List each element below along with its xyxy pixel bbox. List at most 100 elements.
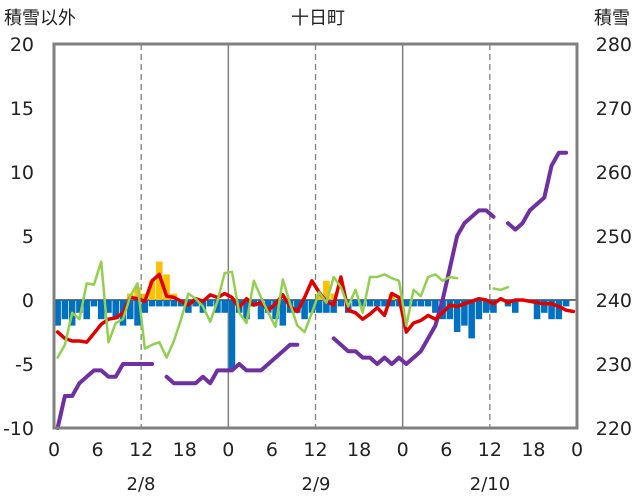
snowfall-bar	[141, 300, 149, 313]
precip-bar	[315, 293, 323, 300]
snowfall-bar	[192, 300, 199, 307]
snowfall-bar	[90, 300, 98, 307]
left-axis-label: 積雪以外	[4, 8, 76, 29]
snowfall-bar	[228, 300, 236, 371]
snowfall-bar	[373, 300, 381, 307]
precip_change-line	[56, 260, 459, 359]
snowfall-bar	[265, 300, 272, 313]
precip-bar	[163, 274, 170, 300]
x-tick-label: 18	[347, 439, 371, 461]
snow_depth-line	[331, 208, 496, 366]
snowfall-bar	[294, 300, 301, 313]
snowfall-bar	[308, 300, 316, 313]
precip-bar	[330, 293, 337, 300]
snowfall-bar	[403, 300, 410, 307]
snowfall-bar	[337, 300, 345, 307]
snowfall-bar	[206, 300, 214, 307]
snow_depth-line	[164, 342, 300, 386]
snowfall-bar	[134, 300, 141, 326]
snowfall-bar	[163, 300, 170, 307]
snowfall-bar	[359, 300, 366, 307]
right-axis-label: 積雪	[594, 8, 630, 29]
snowfall-bar	[424, 300, 432, 307]
right-tick-label: 230	[596, 354, 632, 376]
left-tick-label: 0	[22, 290, 34, 312]
snowfall-bar	[475, 300, 483, 320]
right-tick-label: 250	[596, 226, 632, 248]
snowfall-bar	[388, 300, 396, 307]
snowfall-bar	[366, 300, 374, 307]
day-label-2-9: 2/9	[302, 474, 331, 495]
precip-bar	[156, 261, 163, 300]
x-tick-label: 6	[266, 439, 278, 461]
x-tick-label: 18	[521, 439, 545, 461]
precip-bar	[148, 280, 156, 300]
snowfall-bar	[112, 300, 120, 320]
day-label-2-8: 2/8	[127, 474, 156, 495]
snowfall-bar	[461, 300, 468, 326]
snowfall-bar	[156, 300, 163, 307]
snowfall-bar	[97, 300, 105, 320]
x-tick-label: 0	[48, 439, 60, 461]
x-tick-label: 6	[92, 439, 104, 461]
snowfall-bar	[511, 300, 519, 313]
snowfall-bar	[417, 300, 425, 307]
snowfall-bar	[533, 300, 541, 320]
snowfall-bar	[221, 300, 228, 313]
right-tick-label: 240	[596, 290, 632, 312]
precip_change-line	[492, 285, 510, 292]
right-tick-label: 220	[596, 418, 632, 440]
snowfall-bar	[127, 300, 134, 320]
snowfall-bar	[482, 300, 490, 313]
line-series	[55, 150, 576, 430]
x-tick-label: 12	[303, 439, 327, 461]
chart-title: 十日町	[291, 8, 345, 29]
snowfall-bar	[301, 300, 308, 320]
x-tick-label: 0	[222, 439, 234, 461]
snowfall-bar	[381, 300, 388, 307]
temperature-line	[55, 272, 576, 344]
snowfall-bar	[490, 300, 497, 313]
bar-series	[54, 261, 570, 371]
snowfall-bar	[410, 300, 417, 307]
left-tick-label: 15	[10, 98, 34, 120]
x-tick-label: 0	[397, 439, 409, 461]
snowfall-bar	[61, 300, 69, 320]
plot-frame	[52, 42, 579, 430]
snowfall-bar	[446, 300, 454, 320]
snowfall-bar	[279, 300, 287, 326]
snowfall-bar	[257, 300, 265, 320]
snowfall-bar	[439, 300, 446, 320]
x-tick-label: 6	[440, 439, 452, 461]
left-tick-label: 20	[10, 34, 34, 56]
left-tick-label: -5	[15, 354, 34, 376]
snowfall-bar	[243, 300, 250, 320]
right-tick-label: 270	[596, 98, 632, 120]
snowfall-bar	[548, 300, 555, 320]
day-label-2-10: 2/10	[470, 474, 510, 495]
right-tick-label: 260	[596, 162, 632, 184]
snowfall-bar	[468, 300, 475, 339]
left-tick-label: 5	[22, 226, 34, 248]
snowfall-bar	[562, 300, 570, 307]
x-tick-label: 12	[478, 439, 502, 461]
tick-labels: -10 -5 0 5 10 15 20 220 230 240 250 260 270 280 0 6 12 18…	[3, 34, 632, 461]
x-tick-label: 0	[571, 439, 583, 461]
x-tick-label: 18	[173, 439, 197, 461]
snowfall-bar	[83, 300, 90, 320]
snowfall-bar	[214, 300, 221, 313]
snowfall-bar	[54, 300, 61, 326]
snowfall-bar	[148, 300, 156, 307]
right-tick-label: 280	[596, 34, 632, 56]
snow_depth-line	[55, 362, 155, 430]
snowfall-bar	[315, 300, 323, 313]
x-tick-label: 12	[129, 439, 153, 461]
snowfall-bar	[541, 300, 548, 313]
snow_depth-line	[506, 150, 569, 232]
snowfall-bar	[105, 300, 112, 313]
snowfall-bar	[352, 300, 359, 307]
snowfall-bar	[323, 300, 330, 313]
left-tick-label: -10	[3, 418, 34, 440]
